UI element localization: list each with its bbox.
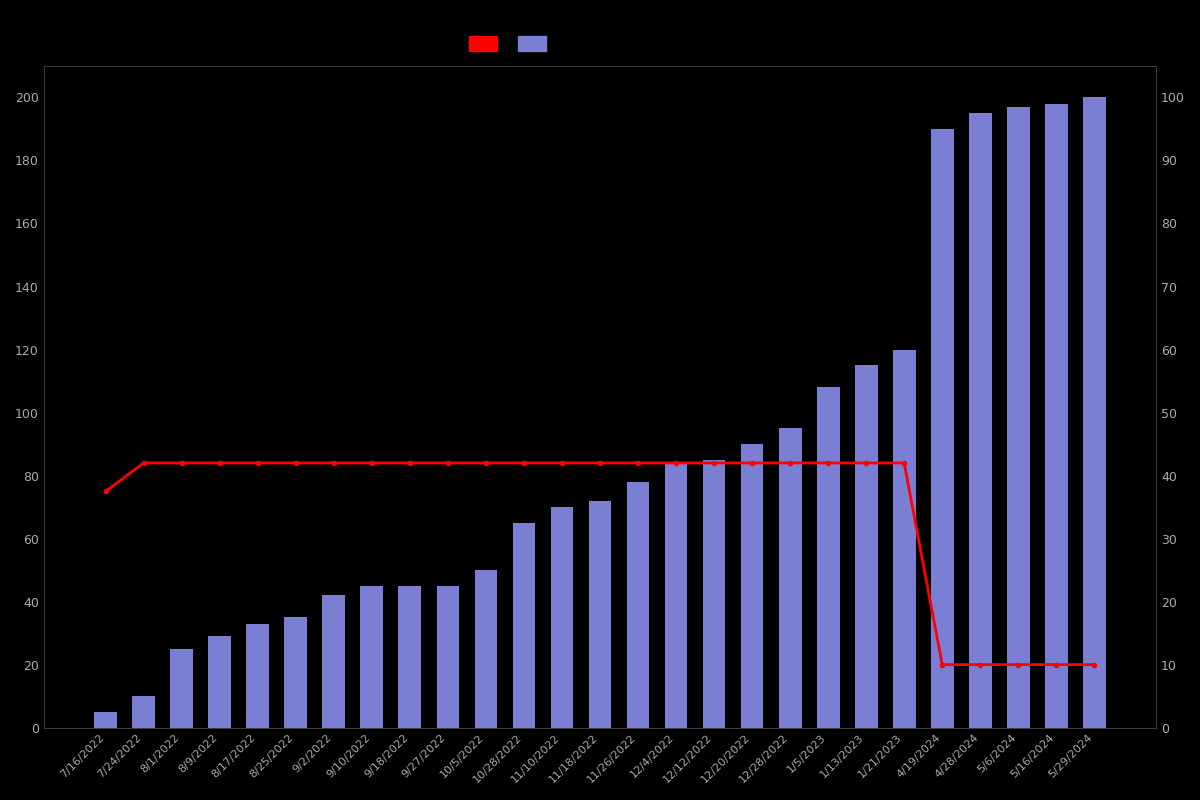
Bar	[854, 366, 877, 728]
Bar	[398, 586, 421, 728]
Bar	[95, 712, 118, 728]
Bar	[740, 444, 763, 728]
Bar	[360, 586, 383, 728]
Bar	[132, 696, 155, 728]
Bar	[1045, 104, 1068, 728]
Legend: , : ,	[469, 37, 553, 51]
Bar	[512, 523, 535, 728]
Bar	[665, 463, 688, 728]
Bar	[474, 570, 497, 728]
Bar	[170, 649, 193, 728]
Bar	[588, 501, 612, 728]
Bar	[968, 113, 991, 728]
Bar	[246, 624, 269, 728]
Bar	[1007, 107, 1030, 728]
Bar	[551, 507, 574, 728]
Bar	[893, 350, 916, 728]
Bar	[703, 460, 726, 728]
Bar	[931, 129, 954, 728]
Bar	[626, 482, 649, 728]
Bar	[779, 428, 802, 728]
Bar	[209, 636, 232, 728]
Bar	[1082, 98, 1105, 728]
Bar	[817, 387, 840, 728]
Bar	[437, 586, 460, 728]
Bar	[323, 595, 346, 728]
Bar	[284, 618, 307, 728]
